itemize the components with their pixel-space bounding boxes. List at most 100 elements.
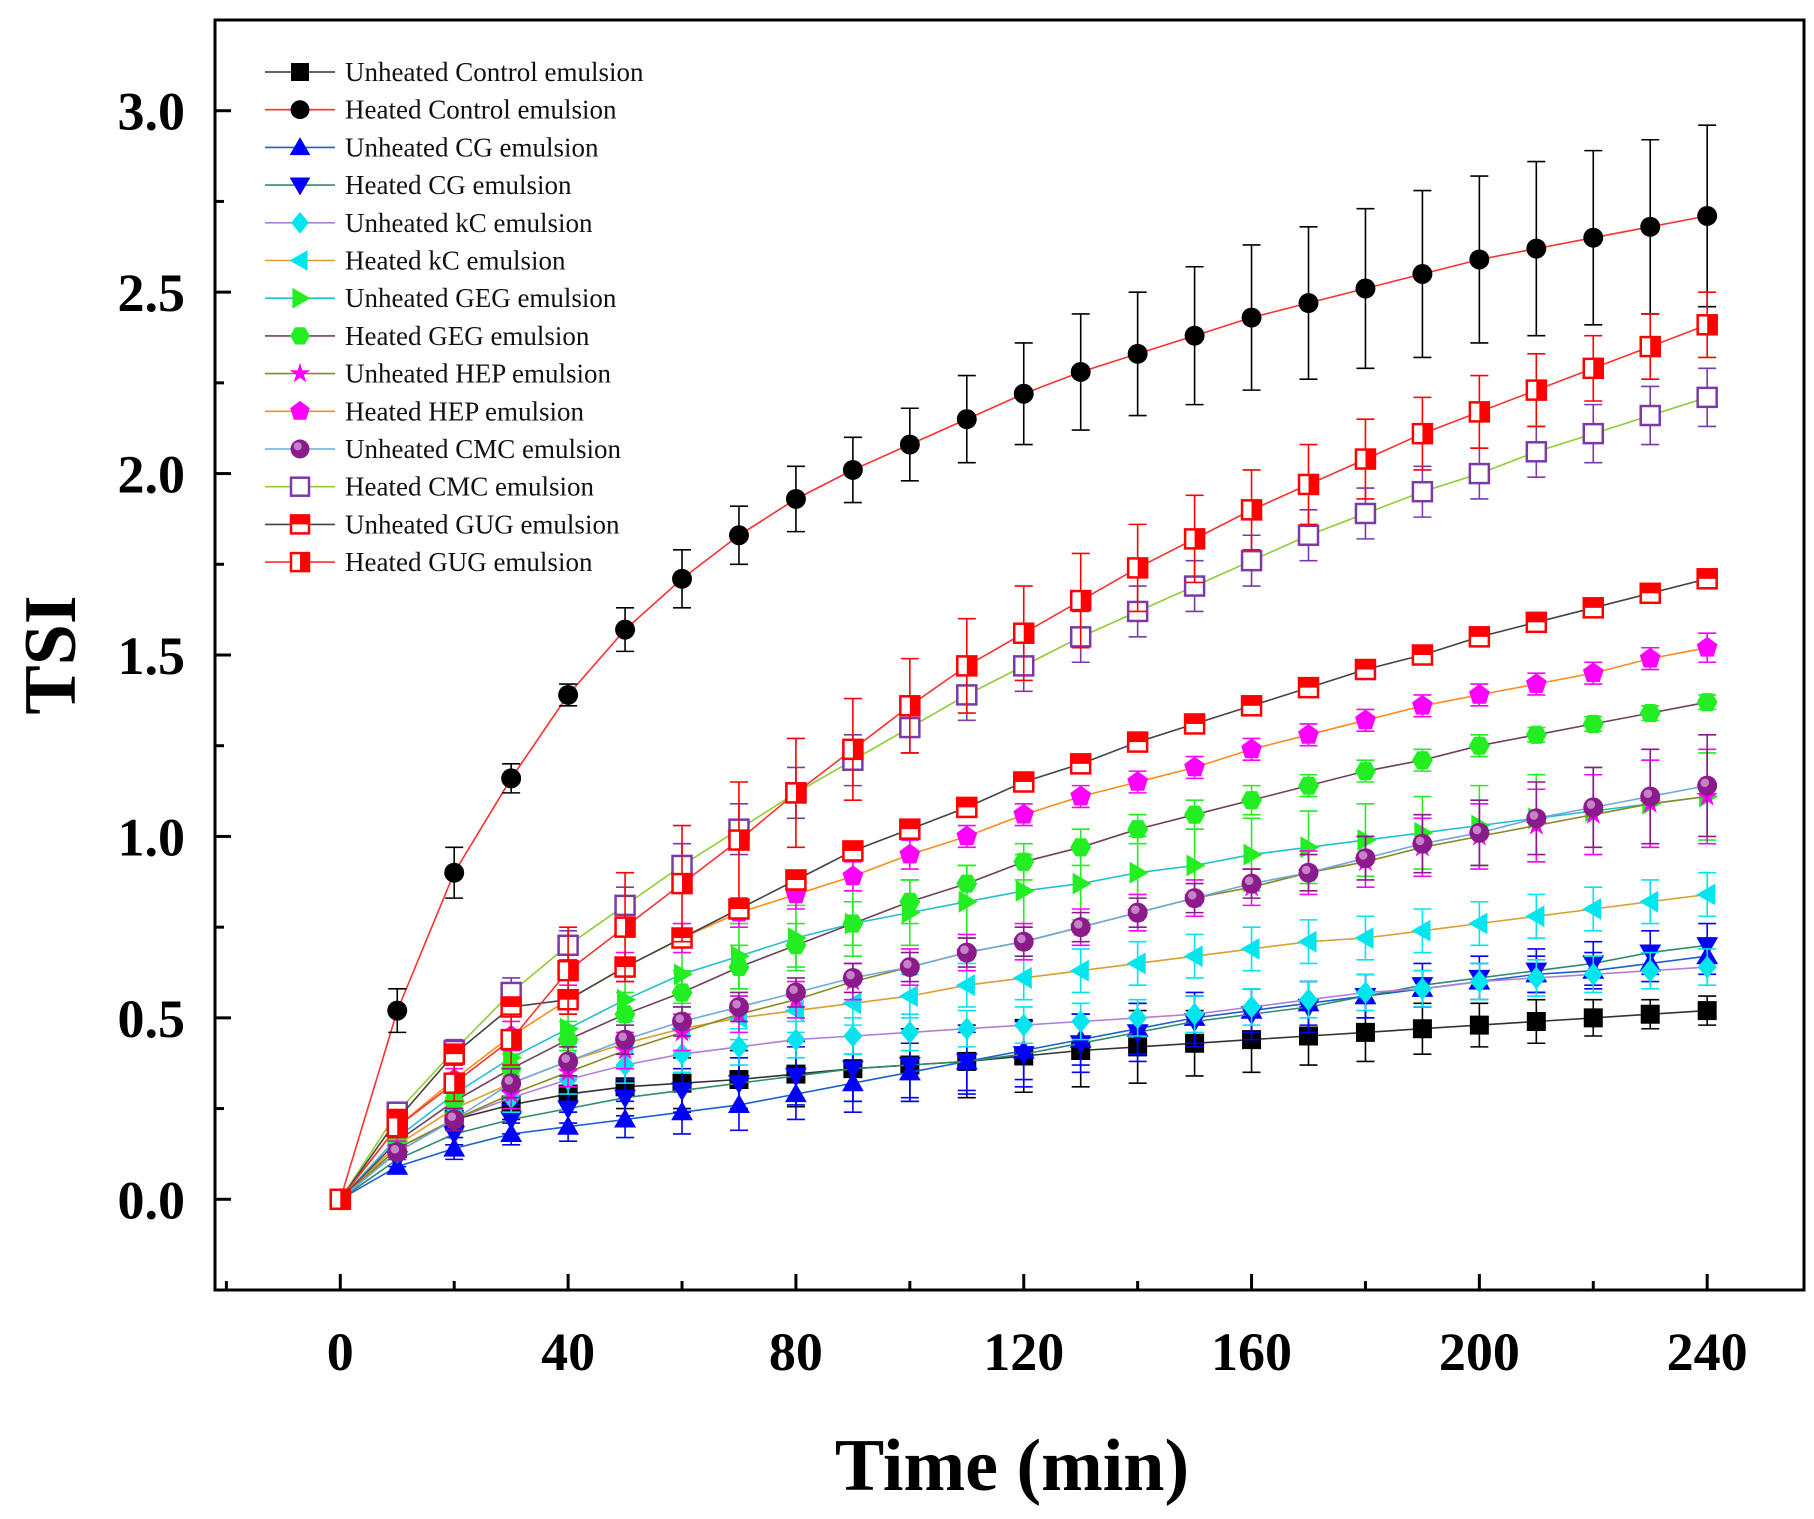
data-point (1072, 872, 1092, 895)
data-point (728, 1075, 750, 1095)
marker-sphere-highlight (846, 970, 855, 980)
legend-item: Heated Control emulsion (265, 95, 617, 125)
marker-square-half-v-fill (300, 553, 309, 572)
marker-square-half-fill (843, 841, 863, 851)
marker-pentagon (1298, 723, 1319, 744)
marker-triangle-down (955, 1053, 978, 1073)
marker-sphere-highlight (1017, 934, 1026, 944)
marker-square-half-fill (1526, 612, 1546, 623)
legend-item: Heated CG emulsion (265, 170, 572, 200)
marker-triangle-left (1696, 883, 1716, 906)
data-point (1469, 970, 1489, 993)
legend-item: Unheated GEG emulsion (265, 283, 617, 313)
data-point (1525, 441, 1548, 463)
marker-triangle-right (673, 963, 693, 986)
data-point (1013, 383, 1034, 404)
marker-square-half-fill (1640, 583, 1660, 594)
data-point (842, 840, 864, 862)
y-tick-label: 1.5 (118, 626, 186, 686)
marker-triangle-down (614, 1089, 636, 1109)
marker-hexagon (1184, 805, 1205, 824)
data-point (1525, 611, 1548, 634)
data-point (1640, 959, 1660, 983)
x-tick-label: 40 (541, 1322, 595, 1382)
legend-item: Unheated Control emulsion (265, 57, 644, 87)
data-point (1469, 684, 1490, 704)
marker-square-half-v-fill (1251, 500, 1262, 520)
marker-triangle-left (955, 974, 975, 997)
marker-pentagon (1582, 662, 1604, 682)
marker-square-half-v-fill (852, 739, 863, 759)
legend-label: Unheated GUG emulsion (345, 509, 620, 539)
marker-square (1640, 1004, 1660, 1024)
marker-square-open (1525, 441, 1548, 463)
data-point (443, 1137, 466, 1157)
marker-triangle-down (557, 1100, 579, 1120)
data-point (614, 1089, 636, 1109)
data-point (1012, 967, 1032, 989)
data-point (1012, 771, 1035, 793)
marker-triangle-down (671, 1082, 693, 1102)
data-point (1183, 528, 1206, 550)
marker-square-half-fill (1128, 732, 1148, 743)
data-point (443, 1072, 465, 1094)
data-point (842, 865, 864, 886)
marker-triangle-right (1072, 872, 1092, 895)
legend-label: Heated CG emulsion (345, 170, 572, 200)
data-point (1243, 843, 1263, 866)
marker-diamond (291, 212, 309, 234)
data-point (1127, 902, 1148, 923)
marker-sphere-highlight (675, 1014, 684, 1023)
marker-square-half-fill (900, 819, 920, 830)
marker-hexagon (1013, 852, 1035, 871)
series-heated-control-emulsion (330, 124, 1718, 1210)
marker-circle (444, 862, 465, 883)
legend-item: Unheated GUG emulsion (265, 509, 620, 539)
data-point (898, 985, 918, 1007)
marker-square-half-fill (786, 870, 806, 880)
data-point (1185, 1002, 1205, 1026)
marker-square-half-fill (1014, 772, 1034, 782)
data-point (1070, 917, 1091, 938)
marker-pentagon (1412, 694, 1433, 715)
data-point (1412, 833, 1433, 854)
data-point (558, 1051, 579, 1072)
marker-triangle-left (1525, 905, 1545, 928)
data-point (1525, 725, 1547, 744)
data-point (1240, 549, 1263, 572)
marker-hexagon (1298, 776, 1319, 795)
marker-square-open (1582, 422, 1605, 445)
data-point (500, 1028, 522, 1051)
data-point (1012, 1046, 1035, 1066)
marker-hexagon (1241, 791, 1262, 810)
marker-sphere-highlight (447, 1112, 457, 1121)
marker-diamond (786, 1028, 806, 1051)
legend-label: Heated GUG emulsion (345, 547, 593, 577)
marker-sphere-highlight (1529, 811, 1539, 820)
marker-square (1355, 1022, 1375, 1042)
legend-label: Heated GEG emulsion (345, 321, 590, 351)
marker-sphere-highlight (1643, 789, 1653, 798)
marker-hexagon (290, 327, 310, 345)
data-point (1242, 995, 1262, 1019)
data-point (957, 1017, 977, 1041)
legend-label: Unheated GEG emulsion (345, 283, 617, 313)
y-tick-label: 2.0 (118, 445, 186, 505)
marker-square (291, 63, 309, 81)
data-point (1583, 227, 1604, 248)
marker-sphere-highlight (1472, 825, 1482, 835)
marker-sphere-highlight (1586, 800, 1596, 809)
data-point (1183, 945, 1203, 968)
marker-triangle-right (1300, 836, 1320, 859)
marker-diamond (1583, 962, 1603, 986)
legend-item: Unheated CG emulsion (265, 132, 599, 162)
marker-pentagon (1696, 636, 1718, 657)
legend: Unheated Control emulsion Heated Control … (265, 57, 644, 577)
data-point (1128, 1006, 1148, 1030)
data-point (444, 862, 465, 883)
marker-sphere-highlight (1244, 876, 1254, 886)
marker-square-half-v-fill (397, 1117, 407, 1137)
marker-square-half-fill (1469, 627, 1489, 637)
data-point (842, 738, 864, 761)
data-point (899, 818, 921, 840)
